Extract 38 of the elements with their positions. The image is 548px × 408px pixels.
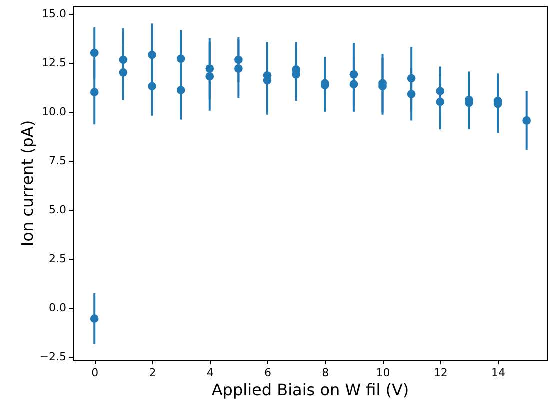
x-tick-label: 6 (264, 366, 272, 380)
point (119, 56, 128, 64)
point (234, 56, 243, 64)
point (407, 90, 416, 98)
y-tick-label: 15.0 (42, 7, 66, 20)
x-tick-label: 0 (92, 366, 99, 380)
point (90, 314, 99, 323)
point (522, 116, 532, 125)
point (119, 68, 128, 77)
point (148, 50, 156, 60)
point (176, 86, 186, 95)
point (436, 98, 445, 106)
y-tick-label: 10.0 (42, 105, 66, 118)
y-axis-title: Ion current (pA) (18, 120, 37, 247)
y-tick-label: −2.5 (40, 350, 66, 364)
y-tick-label: 7.5 (49, 154, 66, 168)
x-tick-label: 4 (206, 366, 214, 380)
x-tick-label: 14 (492, 366, 506, 380)
y-tick-label: 12.5 (42, 56, 66, 70)
point (90, 88, 99, 96)
point (350, 80, 358, 89)
x-tick-label: 8 (322, 366, 330, 380)
point (206, 64, 214, 73)
point (234, 64, 243, 73)
point (407, 74, 416, 83)
y-tick-label: 5.0 (49, 203, 66, 216)
point (176, 54, 186, 64)
point (350, 70, 358, 79)
x-tick-label: 12 (434, 366, 448, 380)
x-tick-label: 10 (376, 366, 390, 380)
x-axis-title: Applied Biais on W fil (V) (212, 380, 410, 400)
point (90, 48, 99, 58)
point (436, 87, 445, 96)
point (148, 82, 156, 91)
y-tick-label: 2.5 (49, 252, 66, 266)
point (206, 72, 214, 81)
x-tick-label: 2 (149, 366, 156, 380)
y-tick-label: 0.0 (49, 302, 66, 315)
